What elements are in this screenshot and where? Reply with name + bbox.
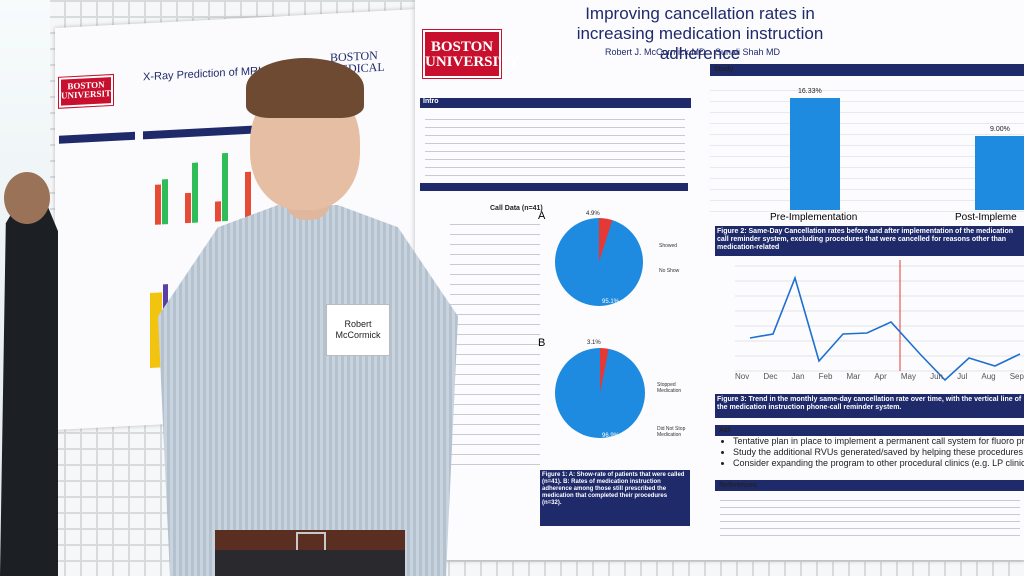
month-tick: Nov [735,372,750,381]
references-text [720,494,1020,538]
person-pants [215,550,405,576]
figure-2-caption: Figure 2: Same-Day Cancellation rates be… [715,226,1024,256]
background-person-head [4,172,50,224]
month-tick: Mar [846,372,861,381]
section-bar [420,183,688,191]
month-tick: Dec [763,372,778,381]
act-item: Consider expanding the program to other … [733,458,1024,469]
pie-chart-a [555,218,643,306]
bar-pre [790,98,840,210]
month-tick: Sep [1009,372,1024,381]
person-belt [215,530,405,550]
act-item: Tentative plan in place to implement a p… [733,436,1024,447]
section-header-intro: Intro [420,98,691,108]
section-bar [143,125,253,140]
intro-text-block [425,112,685,182]
month-tick: Apr [874,372,887,381]
bar-label-post: Post-Impleme [955,212,1017,223]
section-header-act: Act [715,425,1024,436]
badge-line-1: Robert [344,319,372,329]
badge-line-2: McCormick [335,330,381,340]
bar [215,201,221,222]
month-tick: May [900,372,916,381]
legend-b-notstopped: Did Not Stop Medication [657,426,686,438]
month-tick: Feb [818,372,833,381]
person-shirt [158,205,458,576]
boston-university-logo: BOSTON UNIVERSITY [58,73,118,109]
bar-chart-study: 16.33% 9.00% Pre-Implementation Post-Imp… [710,80,1024,225]
section-bar [59,131,135,144]
bar [185,192,191,224]
poster-right: BOSTON UNIVERSITY Improving cancellation… [415,0,1024,560]
pie-a-big-label: 95.1% [602,299,620,305]
pie-a-small-label: 4.9% [586,211,600,217]
belt-buckle [296,532,326,552]
person-hair [246,58,364,118]
pie-a-label: A [538,210,546,222]
boston-university-logo: BOSTON UNIVERSITY [422,29,519,79]
bar [192,162,198,223]
bar-value-post: 9.00% [990,126,1010,133]
month-axis: Nov Dec Jan Feb Mar Apr May Jun Jul Aug … [735,372,1024,381]
legend-a-noshow: No Show [659,268,680,274]
bar-value-pre: 16.33% [798,88,822,95]
author-2: Sunali Shah MD [715,47,781,57]
bar [245,171,251,221]
legend-b-stopped: Stopped Medication [657,382,682,394]
figure-1-caption: Figure 1: A: Show-rate of patients that … [540,470,690,526]
bar [222,152,228,222]
pie-b-small-label: 3.1% [587,340,601,346]
line-chart-trend [735,260,1024,382]
pie-b-big-label: 96.9% [602,433,620,439]
bar [162,179,168,225]
call-data-header: Call Data (n=41) [490,205,543,212]
act-item: Study the additional RVUs generated/save… [733,447,1024,458]
month-tick: Aug [981,372,996,381]
pie-b-label: B [538,337,546,349]
month-tick: Jun [930,372,943,381]
background-person [0,175,58,576]
legend-a-showed: Showed [659,243,678,249]
month-tick: Jul [957,372,968,381]
bar [155,184,161,225]
poster-title-line1: Improving cancellation rates in [585,4,815,23]
section-header-references: References [715,480,1024,491]
gridlines [710,80,1024,220]
call-data-table [450,215,540,465]
name-badge: Robert McCormick [326,304,390,356]
author-1: Robert J. McCormick MD [605,47,706,57]
section-header-study: Study [710,64,1024,76]
act-list: Tentative plan in place to implement a p… [715,436,1024,469]
figure-3-caption: Figure 3: Trend in the monthly same-day … [715,394,1024,418]
bar-label-pre: Pre-Implementation [770,212,858,223]
month-tick: Jan [791,372,805,381]
poster-title-line2: increasing medication instruction adhere… [576,24,824,63]
pie-chart-b [555,348,645,438]
bar-post [975,136,1024,210]
